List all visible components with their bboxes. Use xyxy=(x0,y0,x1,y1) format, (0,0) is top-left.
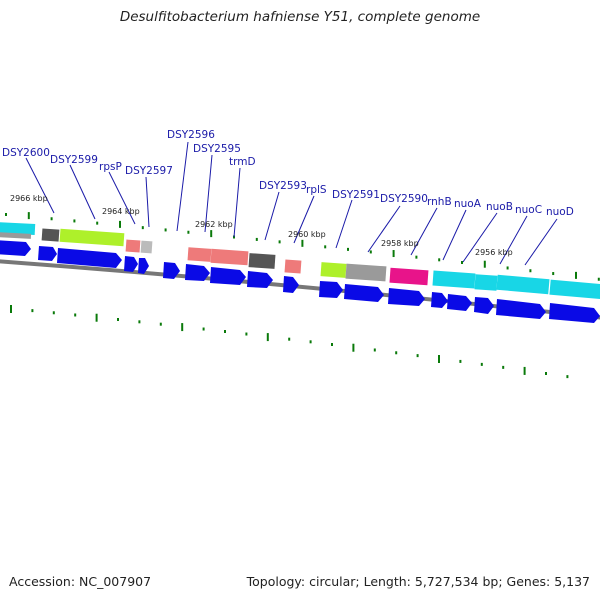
gene-label: rplS xyxy=(306,184,327,196)
feature-block xyxy=(474,274,498,291)
cds-arrow xyxy=(447,294,472,311)
gene-label: nuoC xyxy=(515,204,542,216)
gene-label: trmD xyxy=(229,156,256,168)
cds-arrow xyxy=(247,271,273,288)
gene-label: DSY2591 xyxy=(332,189,380,201)
gene-label: DSY2600 xyxy=(2,147,50,159)
cds-arrow xyxy=(138,258,149,274)
feature-block xyxy=(248,253,276,269)
cds-arrow xyxy=(319,281,343,298)
genome-summary-text: Topology: circular; Length: 5,727,534 bp… xyxy=(246,574,590,589)
feature-block xyxy=(140,240,153,254)
connector-line xyxy=(367,205,401,253)
cds-arrow xyxy=(163,262,180,279)
feature-block xyxy=(496,274,550,295)
tick-marks xyxy=(5,212,600,379)
connector-line xyxy=(410,207,438,256)
kbp-label: 2960 kbp xyxy=(288,230,326,239)
feature-block xyxy=(0,221,36,236)
cds-arrow xyxy=(496,299,546,319)
connector-line xyxy=(499,215,528,265)
gene-label: rpsP xyxy=(99,161,122,173)
cds-arrow xyxy=(124,256,138,272)
connector-line xyxy=(25,157,55,214)
connector-line xyxy=(293,195,315,244)
feature-block xyxy=(59,228,125,247)
cds-arrow xyxy=(474,297,494,314)
gene-label: nuoA xyxy=(454,198,482,210)
cds-arrow xyxy=(388,288,425,306)
accession-text: Accession: NC_007907 xyxy=(9,574,152,589)
gene-label: DSY2593 xyxy=(259,180,307,192)
cds-arrow xyxy=(549,303,600,323)
gene-labels: DSY2600 DSY2599 rpsP DSY2597 DSY2596 DSY… xyxy=(2,129,574,218)
cds-arrow xyxy=(185,264,210,281)
connector-line xyxy=(233,167,241,238)
connector-line xyxy=(108,171,136,225)
cds-arrow xyxy=(344,284,384,302)
gene-label: DSY2597 xyxy=(125,165,173,177)
connector-line xyxy=(176,141,189,232)
label-connectors xyxy=(25,141,558,266)
cds-arrow xyxy=(38,246,57,261)
kbp-label: 2962 kbp xyxy=(195,220,233,229)
feature-block xyxy=(125,239,141,253)
feature-block xyxy=(345,263,387,282)
feature-block xyxy=(432,270,476,289)
cds-arrow xyxy=(431,292,448,308)
connector-line xyxy=(462,212,498,263)
connector-line xyxy=(69,164,96,220)
map-title: Desulfitobacterium hafniense Y51, comple… xyxy=(119,9,481,25)
feature-block xyxy=(187,247,212,262)
gene-label: nuoD xyxy=(546,206,574,218)
feature-block xyxy=(284,259,302,274)
gene-label: DSY2596 xyxy=(167,129,215,141)
cds-arrow xyxy=(210,267,246,285)
gene-label: nuoB xyxy=(486,201,513,213)
cds-track xyxy=(0,240,600,323)
feature-block xyxy=(389,267,429,286)
kbp-labels: 2966 kbp 2964 kbp 2962 kbp 2960 kbp 2958… xyxy=(10,194,513,257)
feature-block xyxy=(549,279,600,300)
gene-label: DSY2590 xyxy=(380,193,428,205)
feature-block xyxy=(41,228,60,242)
cds-arrow xyxy=(0,240,31,256)
gene-label: rnhB xyxy=(427,196,452,208)
gene-label: DSY2595 xyxy=(193,143,241,155)
kbp-label: 2964 kbp xyxy=(102,207,140,216)
kbp-label: 2966 kbp xyxy=(10,194,48,203)
cds-arrow xyxy=(283,276,299,293)
connector-line xyxy=(264,191,280,241)
feature-block xyxy=(0,231,32,239)
kbp-label: 2958 kbp xyxy=(381,239,419,248)
connector-line xyxy=(335,199,353,249)
feature-block xyxy=(320,262,347,278)
feature-block xyxy=(210,248,249,266)
gene-label: DSY2599 xyxy=(50,154,98,166)
kbp-label: 2956 kbp xyxy=(475,248,513,257)
connector-line xyxy=(442,209,467,261)
feature-track xyxy=(0,221,600,300)
connector-line xyxy=(204,154,213,233)
connector-line xyxy=(524,218,558,266)
connector-line xyxy=(145,176,150,228)
cds-arrow xyxy=(57,248,122,268)
